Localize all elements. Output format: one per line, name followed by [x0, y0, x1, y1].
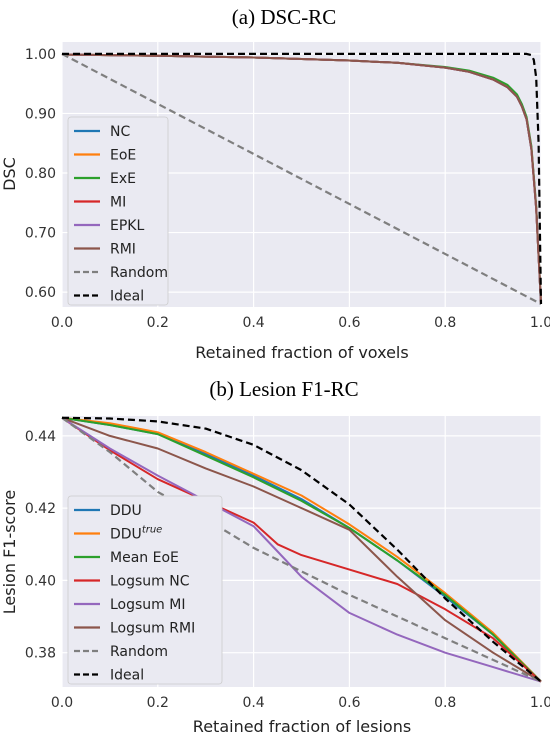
- y-tick-label: 0.60: [25, 285, 56, 301]
- legend-label: NC: [110, 124, 130, 140]
- y-tick-label: 0.42: [25, 501, 56, 517]
- series-line-logsum-mi: [61, 416, 542, 683]
- legend-label-text: EoE: [110, 148, 136, 164]
- legend-label: Logsum MI: [110, 597, 185, 613]
- chart-title: (b) Lesion F1-RC: [209, 377, 358, 401]
- legend-label-text: DDU: [110, 503, 142, 519]
- y-tick-label: 0.90: [25, 106, 56, 122]
- legend-label: DDU: [110, 503, 142, 519]
- y-tick-label: 1.00: [25, 47, 56, 63]
- legend-label: Ideal: [110, 289, 144, 305]
- y-tick-label: 0.80: [25, 166, 56, 182]
- series-line-random: [61, 52, 542, 305]
- dsc-rc-chart: (a) DSC-RC 0.0 0.2 0.4 0.6 0.8 1.0 1.00 0.90 0.…: [0, 5, 550, 362]
- legend-label-text: Ideal: [110, 289, 144, 305]
- legend-label-text: Random: [110, 644, 168, 660]
- x-tick-label: 0.0: [51, 695, 73, 711]
- legend-label: Mean EoE: [110, 550, 179, 566]
- legend-label-text: Logsum MI: [110, 597, 185, 613]
- series-line-ddu-true: [61, 416, 542, 683]
- y-tick-label: 0.44: [25, 429, 56, 445]
- lesion-f1-rc-chart: (b) Lesion F1-RC 0.0 0.2 0.4 0.6 0.8 1.0 0.44…: [0, 377, 550, 736]
- x-tick-label: 0.8: [434, 695, 456, 711]
- x-tick-label: 1.0: [530, 315, 550, 331]
- legend-label: ExE: [110, 171, 136, 187]
- legend-label: EoE: [110, 148, 136, 164]
- x-tick-labels: 0.0 0.2 0.4 0.6 0.8 1.0: [51, 695, 550, 711]
- legend-label-text: RMI: [110, 242, 136, 258]
- legend-label: DDUtrue: [110, 525, 162, 543]
- x-tick-label: 1.0: [530, 695, 550, 711]
- legend-label-text: ExE: [110, 171, 136, 187]
- chart-title: (a) DSC-RC: [232, 5, 336, 29]
- y-tick-labels: 1.00 0.90 0.80 0.70 0.60: [25, 47, 56, 301]
- x-tick-label: 0.4: [242, 315, 264, 331]
- y-tick-labels: 0.44 0.42 0.40 0.38: [25, 429, 56, 662]
- legend-label-text: Random: [110, 265, 168, 281]
- legend-label-text: Ideal: [110, 668, 144, 684]
- y-tick-label: 0.40: [25, 573, 56, 589]
- legend-label: Ideal: [110, 668, 144, 684]
- x-tick-label: 0.4: [242, 695, 264, 711]
- y-axis-label: Lesion F1-score: [0, 490, 19, 614]
- legend-label-text: NC: [110, 124, 130, 140]
- legend-label-text: Logsum NC: [110, 574, 190, 590]
- series-line-logsum-nc: [61, 416, 542, 683]
- legend-label-text: DDU: [110, 527, 142, 543]
- legend-label-text: MI: [110, 195, 126, 211]
- legend-label: Logsum NC: [110, 574, 190, 590]
- x-tick-label: 0.6: [338, 315, 360, 331]
- legend-label: Logsum RMI: [110, 621, 195, 637]
- legend-label: RMI: [110, 242, 136, 258]
- legend-label: MI: [110, 195, 126, 211]
- legend-label-text: Mean EoE: [110, 550, 179, 566]
- y-tick-label: 0.38: [25, 646, 56, 662]
- legend-label-text: Logsum RMI: [110, 621, 195, 637]
- y-axis-label: DSC: [0, 157, 19, 191]
- series-line-ideal: [61, 416, 542, 683]
- legend-box: [67, 495, 223, 685]
- legend: NC EoE ExE MI EPKL RMI Random Ideal: [67, 116, 169, 306]
- series-line-random: [61, 416, 542, 683]
- x-tick-labels: 0.0 0.2 0.4 0.6 0.8 1.0: [51, 315, 550, 331]
- x-tick-label: 0.6: [338, 695, 360, 711]
- series-lines: [61, 52, 543, 305]
- legend-label: Random: [110, 644, 168, 660]
- x-tick-label: 0.2: [147, 315, 169, 331]
- series-line-rmi: [61, 53, 542, 305]
- x-axis-label: Retained fraction of lesions: [193, 717, 411, 736]
- legend-box: [67, 116, 169, 306]
- legend-label-text: EPKL: [110, 218, 144, 234]
- legend-label: Random: [110, 265, 168, 281]
- x-axis-label: Retained fraction of voxels: [195, 343, 408, 362]
- legend-label-superscript: true: [142, 525, 163, 536]
- x-tick-label: 0.0: [51, 315, 73, 331]
- x-tick-label: 0.2: [147, 695, 169, 711]
- series-lines: [61, 416, 542, 683]
- y-tick-label: 0.70: [25, 226, 56, 242]
- series-line-ideal: [62, 52, 543, 305]
- legend-label: EPKL: [110, 218, 144, 234]
- x-tick-label: 0.8: [434, 315, 456, 331]
- series-line-mean-eoe: [61, 416, 542, 683]
- series-line-logsum-rmi: [61, 416, 542, 683]
